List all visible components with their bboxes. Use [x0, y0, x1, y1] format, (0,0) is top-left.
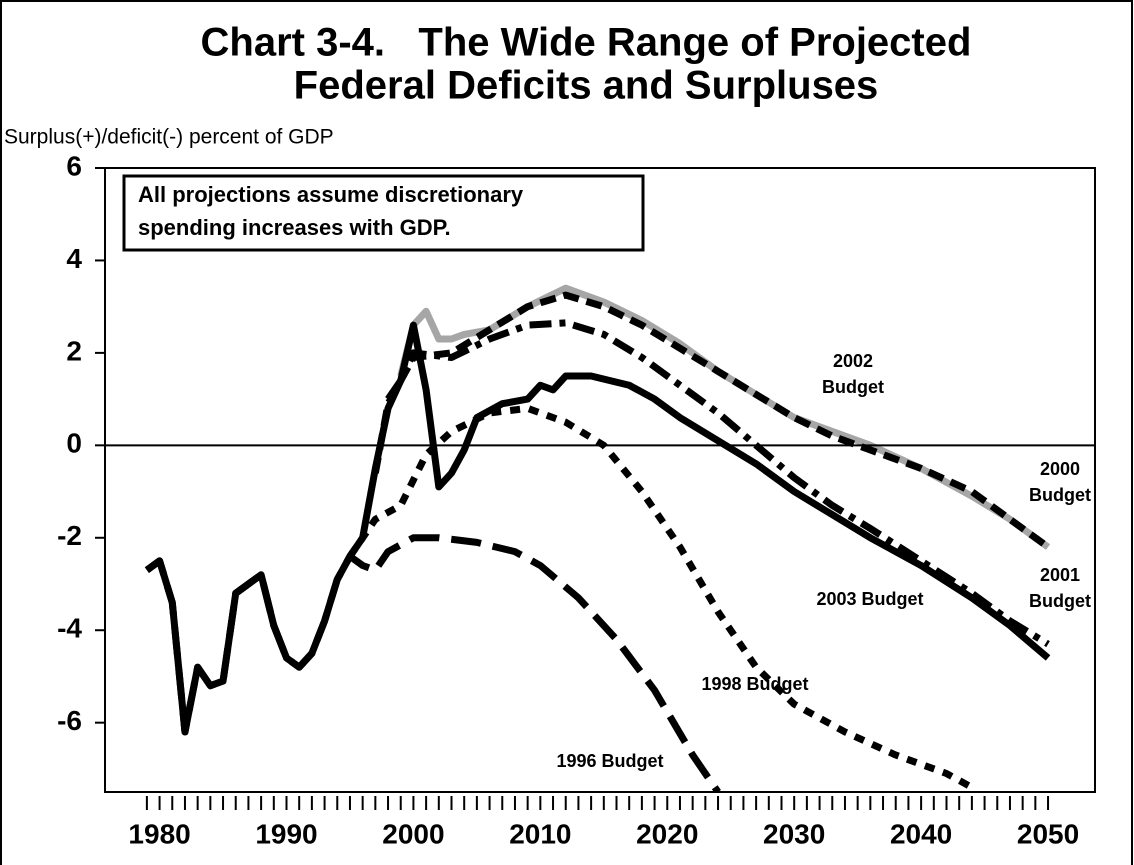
- annotation: spending increases with GDP.: [138, 215, 451, 240]
- y-tick-label: 4: [66, 243, 82, 274]
- x-tick-label: 2000: [382, 818, 444, 849]
- x-tick-label: 2030: [763, 818, 825, 849]
- y-axis-label: Surplus(+)/deficit(-) percent of GDP: [4, 126, 334, 149]
- series-line: [397, 284, 1051, 550]
- x-tick-label: 1980: [128, 818, 190, 849]
- series-label: 2002 Budget: [822, 351, 884, 397]
- x-tick-label: 2040: [890, 818, 952, 849]
- series-line: [347, 404, 974, 791]
- series-label: 2001 Budget: [1029, 565, 1091, 611]
- series-label: 1996 Budget: [556, 751, 664, 771]
- y-tick-label: -4: [57, 613, 82, 644]
- series-label: 2003 Budget: [816, 589, 924, 609]
- y-tick-label: 2: [66, 335, 82, 366]
- y-tick-label: 6: [66, 150, 82, 181]
- x-tick-label: 2010: [509, 818, 571, 849]
- plot-area: [104, 167, 1096, 793]
- chart-title: Chart 3-4. The Wide Range of Projected: [201, 21, 972, 65]
- y-tick-label: 0: [66, 428, 82, 459]
- series-line: [144, 321, 1051, 736]
- series-line: [385, 319, 1050, 648]
- x-tick-label: 1990: [255, 818, 317, 849]
- chart-title: Federal Deficits and Surpluses: [294, 64, 879, 108]
- annotation-box: [122, 174, 645, 252]
- x-tick-label: 2050: [1017, 818, 1079, 849]
- x-tick-label: 2020: [636, 818, 698, 849]
- series-label: 2000 Budget: [1029, 459, 1091, 505]
- annotation: All projections assume discretionary: [138, 182, 524, 207]
- lines: [144, 284, 1051, 792]
- series-line: [144, 534, 721, 792]
- series-label: 1998 Budget: [701, 674, 809, 694]
- y-tick-label: -6: [57, 705, 82, 736]
- y-tick-label: -2: [57, 520, 82, 551]
